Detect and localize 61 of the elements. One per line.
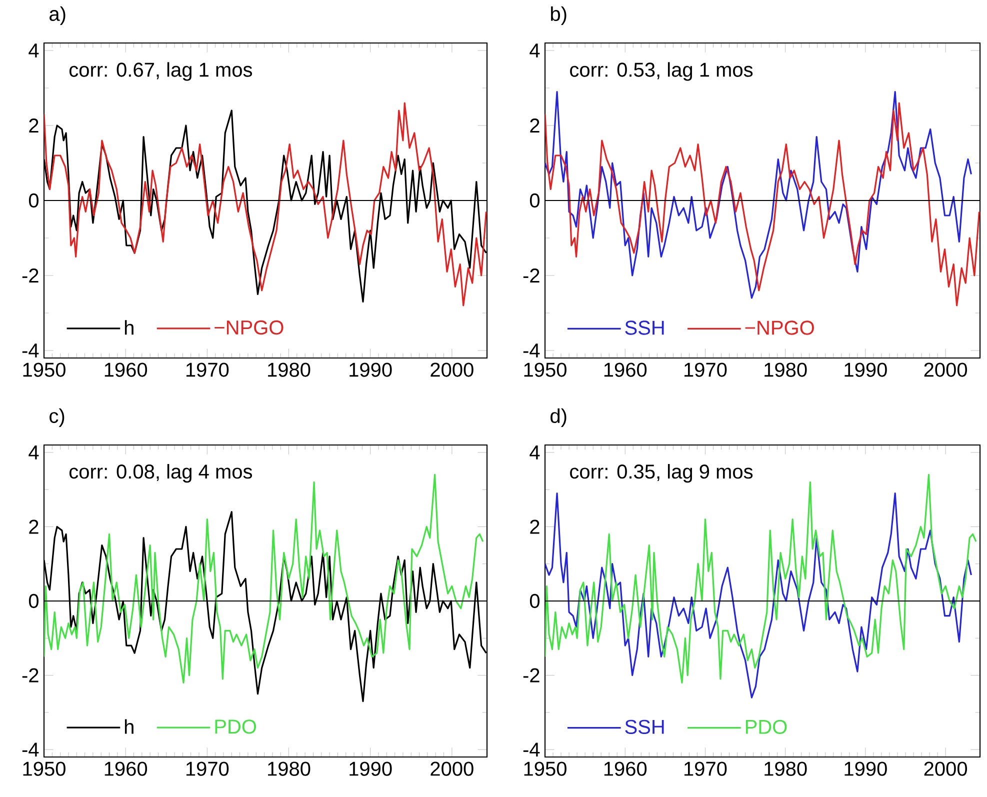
x-tick-label: 1980: [764, 762, 807, 776]
y-tick-label: 4: [530, 44, 540, 58]
y-tick-label: 2: [29, 118, 38, 132]
legend-label: PDO: [746, 720, 787, 734]
x-tick-label: 2000: [924, 762, 968, 776]
annotation: corr: 0.08, lag 4 mos: [69, 464, 252, 483]
chart-title: b): [551, 6, 566, 25]
x-tick-label: 1970: [186, 762, 229, 776]
x-tick-label: 1990: [844, 362, 887, 377]
x-tick-label: 1960: [104, 362, 148, 377]
x-tick-label: 1950: [524, 362, 566, 377]
x-tick-label: 1970: [684, 762, 727, 776]
legend-label: h: [124, 719, 134, 734]
y-tick-label: 0: [28, 193, 38, 208]
x-tick-label: 1950: [23, 762, 66, 776]
chart-title: c): [50, 408, 64, 427]
x-tick-label: 2000: [430, 762, 474, 776]
legend-label: h: [124, 320, 134, 335]
y-tick-label: 4: [530, 446, 540, 460]
x-tick-label: 1960: [604, 762, 647, 776]
y-tick-label: 2: [530, 520, 540, 534]
y-tick-label: 0: [28, 594, 38, 608]
x-tick-label: 1970: [684, 362, 727, 377]
legend-label: PDO: [215, 720, 256, 734]
legend-label: −NPGO: [214, 320, 284, 335]
x-tick-label: 2000: [430, 362, 474, 377]
x-tick-label: 1950: [524, 762, 566, 776]
y-tick-label: 0: [530, 193, 540, 208]
y-tick-label: 2: [29, 520, 38, 534]
x-tick-label: 1980: [764, 362, 807, 377]
y-tick-label: 2: [530, 118, 540, 132]
x-tick-label: 1990: [350, 762, 392, 776]
line-series: [545, 492, 972, 698]
x-tick-label: 1980: [268, 362, 310, 377]
y-tick-label: 4: [28, 446, 39, 460]
x-tick-label: 1960: [104, 762, 148, 776]
y-tick-label: -2: [22, 268, 38, 282]
y-tick-label: -2: [22, 668, 38, 682]
legend-label: −NPGO: [745, 320, 814, 335]
x-tick-label: 2000: [924, 362, 968, 377]
annotation: corr: 0.53, lag 1 mos: [570, 62, 753, 81]
x-tick-label: 1990: [844, 762, 887, 776]
annotation: corr: 0.35, lag 9 mos: [570, 464, 753, 483]
x-tick-label: 1960: [604, 362, 647, 377]
legend-label: SSH: [625, 720, 664, 734]
chart-title: a): [50, 6, 66, 25]
x-tick-label: 1990: [350, 362, 392, 377]
y-tick-label: -4: [523, 742, 540, 756]
annotation: corr: 0.67, lag 1 mos: [69, 62, 252, 81]
x-tick-label: 1970: [186, 362, 229, 377]
y-tick-label: -2: [523, 668, 540, 682]
chart-title: d): [550, 408, 566, 427]
y-tick-label: -4: [22, 344, 39, 358]
x-tick-label: 1980: [268, 762, 310, 776]
y-tick-label: 4: [28, 44, 39, 58]
y-tick-label: -4: [523, 344, 540, 358]
y-tick-label: 0: [530, 594, 540, 608]
y-tick-label: -2: [523, 268, 540, 282]
y-tick-label: -4: [22, 742, 39, 756]
legend-label: SSH: [625, 320, 664, 335]
x-tick-label: 1950: [23, 362, 66, 377]
